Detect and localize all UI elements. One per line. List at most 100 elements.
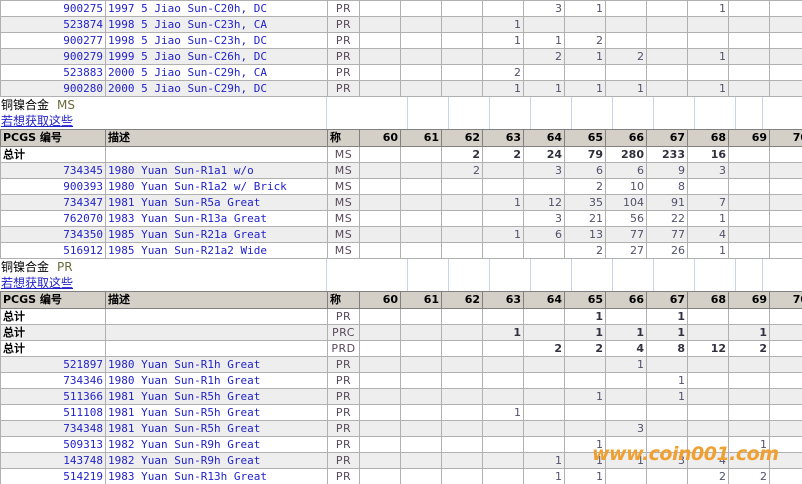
header-grade-63[interactable]: 63 bbox=[482, 291, 524, 309]
header-description[interactable]: 描述 bbox=[105, 129, 328, 147]
cell-grade-61 bbox=[400, 178, 442, 195]
cell-pcgs-number[interactable]: 900275 bbox=[0, 0, 106, 17]
header-grade-63[interactable]: 63 bbox=[482, 129, 524, 147]
cell-grade-63 bbox=[482, 48, 524, 65]
cell-description[interactable]: 2000 5 Jiao Sun-C29h, DC bbox=[105, 80, 328, 97]
cell-grade-61 bbox=[400, 210, 442, 227]
cell-pcgs-number[interactable]: 734350 bbox=[0, 226, 106, 243]
header-pcgs-number[interactable]: PCGS 编号 bbox=[0, 291, 106, 309]
cell-pcgs-number[interactable]: 734345 bbox=[0, 162, 106, 179]
cell-pcgs-number[interactable]: 511366 bbox=[0, 388, 106, 405]
header-grade-68[interactable]: 68 bbox=[687, 129, 729, 147]
cell-grade-61 bbox=[400, 324, 442, 341]
cell-description[interactable]: 1980 Yuan Sun-R1h Great bbox=[105, 356, 328, 373]
cell-description[interactable]: 1982 Yuan Sun-R9h Great bbox=[105, 452, 328, 469]
cell-pcgs-number[interactable]: 900393 bbox=[0, 178, 106, 195]
cell-pcgs-number[interactable]: 521897 bbox=[0, 356, 106, 373]
cell-pcgs-number[interactable]: 523883 bbox=[0, 64, 106, 81]
cell-grade-64 bbox=[523, 242, 565, 259]
cell-grade-60 bbox=[359, 178, 401, 195]
header-grade-62[interactable]: 62 bbox=[441, 129, 483, 147]
cell-pcgs-number[interactable]: 516912 bbox=[0, 242, 106, 259]
cell-grade-65 bbox=[564, 64, 606, 81]
header-grade-65[interactable]: 65 bbox=[564, 291, 606, 309]
cell-grade-66 bbox=[605, 16, 647, 33]
cell-grade-67: 22 bbox=[646, 210, 688, 227]
cell-description[interactable]: 1985 Yuan Sun-R21a2 Wide bbox=[105, 242, 328, 259]
header-grade-60[interactable]: 60 bbox=[359, 129, 401, 147]
cell-grade-67: 91 bbox=[646, 194, 688, 211]
cell-grade-60 bbox=[359, 162, 401, 179]
cell-pcgs-number[interactable]: 734347 bbox=[0, 194, 106, 211]
cell-description[interactable]: 1997 5 Jiao Sun-C20h, DC bbox=[105, 0, 328, 17]
header-grade-69[interactable]: 69 bbox=[728, 129, 770, 147]
cell-description[interactable]: 1980 Yuan Sun-R1h Great bbox=[105, 372, 328, 389]
header-pcgs-number[interactable]: PCGS 编号 bbox=[0, 129, 106, 147]
header-description[interactable]: 描述 bbox=[105, 291, 328, 309]
header-grade-70[interactable]: 70 bbox=[769, 129, 802, 147]
header-grade-66[interactable]: 66 bbox=[605, 129, 647, 147]
header-grade-68[interactable]: 68 bbox=[687, 291, 729, 309]
header-grade-65[interactable]: 65 bbox=[564, 129, 606, 147]
cell-description[interactable]: 1982 Yuan Sun-R9h Great bbox=[105, 436, 328, 453]
header-grade-64[interactable]: 64 bbox=[523, 291, 565, 309]
cell-description[interactable]: 1983 Yuan Sun-R13a Great bbox=[105, 210, 328, 227]
cell-description[interactable]: 1981 Yuan Sun-R5h Great bbox=[105, 388, 328, 405]
cell-grade-62 bbox=[441, 210, 483, 227]
cell-grade-70 bbox=[769, 146, 802, 163]
cell-description[interactable]: 2000 5 Jiao Sun-C29h, CA bbox=[105, 64, 328, 81]
ms-section-grade-tag: MS bbox=[57, 98, 75, 112]
cell-grade-62: 2 bbox=[441, 162, 483, 179]
cell-pcgs-number[interactable]: 900280 bbox=[0, 80, 106, 97]
cell-pcgs-number[interactable]: 900279 bbox=[0, 48, 106, 65]
cell-grade-69 bbox=[728, 194, 770, 211]
header-grade-62[interactable]: 62 bbox=[441, 291, 483, 309]
cell-pcgs-number[interactable]: 511108 bbox=[0, 404, 106, 421]
cell-pcgs-number[interactable]: 509313 bbox=[0, 436, 106, 453]
cell-description[interactable]: 1980 Yuan Sun-R1a1 w/o bbox=[105, 162, 328, 179]
cell-grade-60 bbox=[359, 468, 401, 484]
header-grade-70[interactable]: 70 bbox=[769, 291, 802, 309]
cell-grade-63: 1 bbox=[482, 80, 524, 97]
cell-pcgs-number[interactable]: 514219 bbox=[0, 468, 106, 484]
cell-grade-60 bbox=[359, 372, 401, 389]
cell-grade-68 bbox=[687, 64, 729, 81]
header-grade-60[interactable]: 60 bbox=[359, 291, 401, 309]
pr-section-link[interactable]: 若想获取这些 bbox=[1, 276, 74, 290]
cell-pcgs-number[interactable]: 734348 bbox=[0, 420, 106, 437]
cell-description[interactable]: 1981 Yuan Sun-R5h Great bbox=[105, 404, 328, 421]
cell-grade-62 bbox=[441, 372, 483, 389]
header-grade-67[interactable]: 67 bbox=[646, 129, 688, 147]
header-name[interactable]: 称 bbox=[327, 129, 360, 147]
cell-description[interactable]: 1998 5 Jiao Sun-C23h, DC bbox=[105, 32, 328, 49]
header-grade-69[interactable]: 69 bbox=[728, 291, 770, 309]
cell-description[interactable]: 1980 Yuan Sun-R1a2 w/ Brick bbox=[105, 178, 328, 195]
header-grade-67[interactable]: 67 bbox=[646, 291, 688, 309]
cell-pcgs-number[interactable]: 762070 bbox=[0, 210, 106, 227]
header-grade-64[interactable]: 64 bbox=[523, 129, 565, 147]
header-grade-66[interactable]: 66 bbox=[605, 291, 647, 309]
cell-pcgs-number[interactable]: 143748 bbox=[0, 452, 106, 469]
cell-pcgs-number[interactable]: 900277 bbox=[0, 32, 106, 49]
cell-description[interactable]: 1981 Yuan Sun-R5h Great bbox=[105, 420, 328, 437]
cell-grade-60 bbox=[359, 356, 401, 373]
cell-description[interactable]: 1998 5 Jiao Sun-C23h, CA bbox=[105, 16, 328, 33]
cell-description[interactable]: 1981 Yuan Sun-R5a Great bbox=[105, 194, 328, 211]
cell-description[interactable]: 1983 Yuan Sun-R13h Great bbox=[105, 468, 328, 484]
cell-description[interactable]: 1999 5 Jiao Sun-C26h, DC bbox=[105, 48, 328, 65]
cell-grade-66 bbox=[605, 64, 647, 81]
cell-description[interactable]: 1985 Yuan Sun-R21a Great bbox=[105, 226, 328, 243]
cell-grade-68: 4 bbox=[687, 452, 729, 469]
ms-section-link[interactable]: 若想获取这些 bbox=[1, 114, 74, 128]
cell-pcgs-number[interactable]: 734346 bbox=[0, 372, 106, 389]
header-grade-61[interactable]: 61 bbox=[400, 291, 442, 309]
header-grade-61[interactable]: 61 bbox=[400, 129, 442, 147]
cell-grade-66 bbox=[605, 404, 647, 421]
cell-grade-64 bbox=[523, 324, 565, 341]
cell-pcgs-number[interactable]: 523874 bbox=[0, 16, 106, 33]
header-name[interactable]: 称 bbox=[327, 291, 360, 309]
cell-grade-69 bbox=[728, 80, 770, 97]
